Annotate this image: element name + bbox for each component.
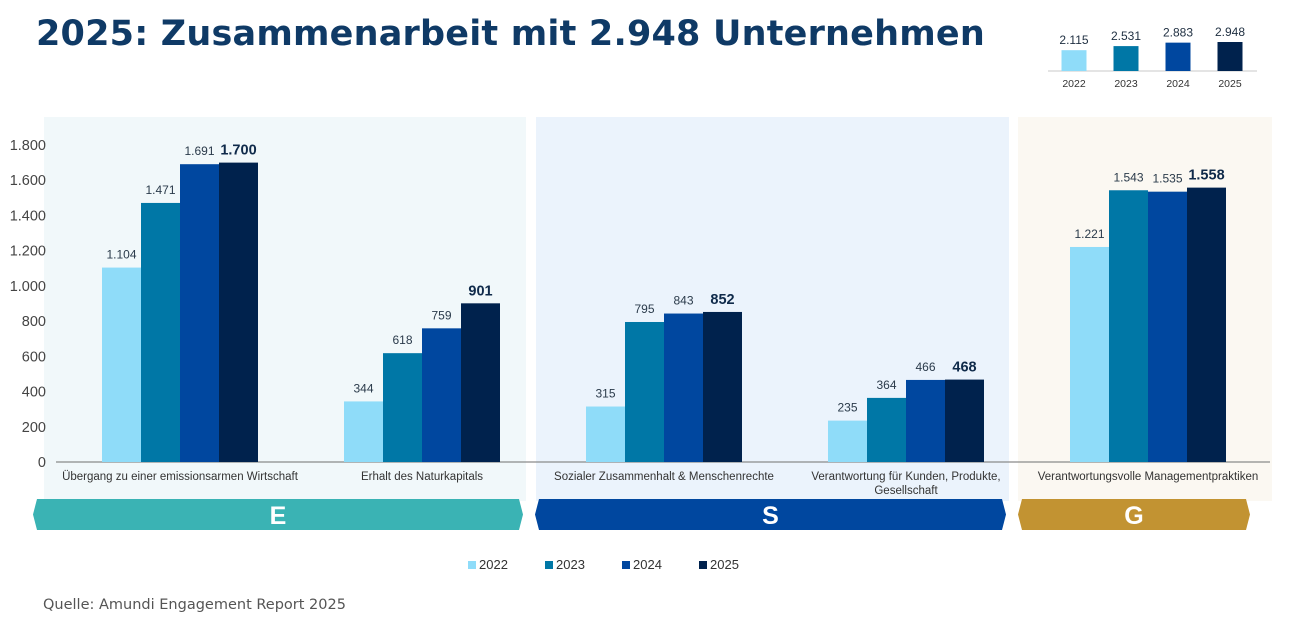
bar-2025: [1187, 187, 1226, 462]
mini-bar-2024: [1165, 42, 1191, 71]
source-note: Quelle: Amundi Engagement Report 2025: [43, 597, 346, 613]
data-label-2024: 1.691: [184, 144, 214, 158]
y-tick-label: 0: [38, 455, 46, 471]
data-label-2024: 843: [673, 294, 693, 308]
y-tick-label: 1.600: [10, 173, 46, 189]
mini-bar-2025: [1217, 42, 1243, 71]
data-label-2024: 1.535: [1152, 172, 1182, 186]
bar-2023: [141, 202, 180, 462]
data-label-2023: 1.471: [145, 183, 175, 197]
data-label-2025: 1.700: [220, 143, 256, 159]
bar-2022: [344, 401, 383, 462]
y-tick-label: 1.800: [10, 138, 46, 154]
mini-data-label: 2.531: [1111, 29, 1141, 43]
mini-x-label: 2023: [1114, 78, 1138, 90]
bar-2024: [664, 313, 703, 462]
x-category-label: Übergang zu einer emissionsarmen Wirtsch…: [62, 471, 299, 483]
bar-2024: [1148, 191, 1187, 463]
x-category-label: Erhalt des Naturkapitals: [361, 471, 483, 483]
data-label-2024: 466: [915, 360, 935, 374]
legend-swatch-2025: [699, 560, 707, 569]
data-label-2024: 759: [431, 308, 451, 322]
total-companies-mini-chart: 2.115 2022 2.531 2023 2.883 2024 2.948 2025: [1048, 25, 1257, 90]
data-label-2023: 795: [634, 302, 654, 316]
data-label-2025: 901: [468, 283, 492, 299]
esg-banner-e: [33, 499, 523, 530]
legend-swatch-2022: [468, 560, 476, 569]
x-category-label: Verantwortungsvolle Managementpraktiken: [1038, 471, 1259, 483]
data-label-2025: 468: [952, 360, 976, 376]
mini-x-label: 2025: [1218, 78, 1242, 90]
data-label-2023: 1.543: [1113, 170, 1143, 184]
bar-2022: [828, 420, 867, 462]
legend-swatch-2024: [622, 560, 630, 569]
data-label-2025: 852: [710, 292, 734, 308]
bar-2024: [422, 328, 461, 462]
y-tick-label: 800: [22, 314, 46, 330]
data-label-2025: 1.558: [1188, 168, 1224, 184]
legend-label-2024: 2024: [633, 557, 662, 572]
y-tick-label: 400: [22, 385, 46, 401]
mini-data-label: 2.883: [1163, 26, 1193, 40]
esg-banner-label-e: E: [270, 502, 287, 530]
data-label-2022: 344: [353, 381, 373, 395]
data-label-2022: 315: [595, 387, 615, 401]
esg-banner-label-s: S: [762, 502, 779, 530]
mini-bar-2022: [1061, 50, 1087, 71]
y-tick-label: 1.200: [10, 244, 46, 260]
bar-2022: [1070, 246, 1109, 462]
legend-item-2022: 2022: [468, 557, 545, 572]
engagement-bar-chart: 0 200 400 600 800 1.000 1.200 1.400 1.600 1.800 1.…: [10, 117, 1272, 530]
mini-bar-2023: [1113, 46, 1139, 71]
bar-2023: [1109, 190, 1148, 462]
legend-item-2025: 2025: [699, 557, 776, 572]
esg-banner-s: [535, 499, 1006, 530]
legend-item-2023: 2023: [545, 557, 622, 572]
bar-2025: [945, 379, 984, 462]
mini-x-label: 2024: [1166, 78, 1190, 90]
esg-banner-g: [1018, 499, 1250, 530]
x-category-label: Sozialer Zusammenhalt & Menschenrechte: [554, 471, 774, 483]
bar-2024: [180, 164, 219, 462]
bar-2024: [906, 379, 945, 462]
legend-item-2024: 2024: [622, 557, 699, 572]
bar-2023: [383, 353, 422, 462]
data-label-2023: 364: [876, 378, 896, 392]
page-title: 2025: Zusammenarbeit mit 2.948 Unternehm…: [36, 14, 985, 54]
bar-2023: [867, 397, 906, 462]
mini-x-label: 2022: [1062, 78, 1086, 90]
bar-2023: [625, 321, 664, 462]
legend-label-2025: 2025: [710, 557, 739, 572]
data-label-2023: 618: [392, 333, 412, 347]
data-label-2022: 235: [837, 401, 857, 415]
legend-label-2023: 2023: [556, 557, 585, 572]
bar-2025: [461, 303, 500, 462]
y-tick-label: 1.400: [10, 208, 46, 224]
bar-2022: [586, 406, 625, 462]
data-label-2022: 1.221: [1074, 227, 1104, 241]
esg-banner-label-g: G: [1124, 502, 1143, 530]
chart-legend: 2022 2023 2024 2025: [468, 557, 776, 572]
mini-data-label: 2.115: [1059, 33, 1088, 47]
legend-swatch-2023: [545, 560, 553, 569]
bar-2022: [102, 267, 141, 462]
y-tick-label: 600: [22, 349, 46, 365]
y-tick-label: 1.000: [10, 279, 46, 295]
mini-data-label: 2.948: [1215, 25, 1245, 39]
legend-label-2022: 2022: [479, 557, 508, 572]
x-category-label: Verantwortung für Kunden, Produkte,: [811, 471, 1000, 483]
data-label-2022: 1.104: [106, 248, 136, 262]
bar-2025: [219, 162, 258, 462]
x-category-label: Gesellschaft: [874, 485, 938, 497]
bar-2025: [703, 311, 742, 462]
y-tick-label: 200: [22, 420, 46, 436]
